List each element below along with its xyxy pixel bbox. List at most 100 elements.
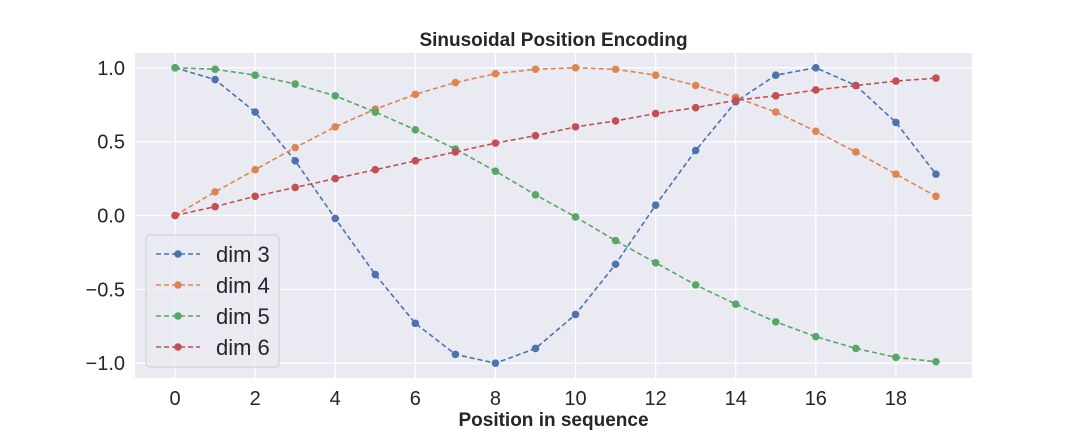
data-point bbox=[771, 92, 780, 100]
data-point bbox=[691, 81, 700, 90]
data-point bbox=[371, 165, 380, 174]
data-point bbox=[371, 270, 380, 279]
data-point bbox=[651, 109, 660, 118]
data-point bbox=[411, 157, 420, 165]
data-point bbox=[291, 80, 299, 88]
data-point bbox=[211, 65, 219, 74]
series-line bbox=[175, 66, 937, 363]
data-point bbox=[932, 170, 940, 178]
x-axis-label: Position in sequence bbox=[458, 410, 648, 431]
data-point bbox=[491, 359, 500, 368]
data-point bbox=[771, 108, 780, 116]
series-dim-4 bbox=[171, 63, 940, 220]
legend-item: dim 4 bbox=[156, 273, 270, 298]
data-point bbox=[611, 117, 620, 125]
data-point bbox=[171, 211, 179, 220]
legend-item: dim 3 bbox=[156, 242, 270, 267]
series-line bbox=[174, 66, 937, 365]
data-point bbox=[371, 108, 380, 116]
x-tick-label: 18 bbox=[885, 388, 907, 410]
series-dim-5 bbox=[171, 63, 940, 366]
x-tick-label: 4 bbox=[330, 388, 341, 410]
y-tick-label: −1.0 bbox=[86, 353, 125, 375]
data-point bbox=[852, 148, 860, 156]
data-point bbox=[211, 202, 219, 211]
legend-marker bbox=[174, 312, 182, 320]
x-tick-label: 10 bbox=[564, 388, 586, 410]
data-point bbox=[651, 71, 660, 79]
x-tick-label: 8 bbox=[490, 388, 501, 410]
series-layer bbox=[171, 63, 940, 368]
x-tick-label: 14 bbox=[725, 388, 747, 410]
x-tick-label: 6 bbox=[410, 388, 421, 410]
series-line bbox=[174, 66, 937, 217]
data-point bbox=[451, 148, 460, 156]
data-point bbox=[291, 183, 299, 192]
data-point bbox=[531, 344, 540, 353]
data-point bbox=[411, 126, 420, 134]
series-dim-6 bbox=[171, 74, 940, 220]
data-point bbox=[771, 71, 780, 79]
data-point bbox=[892, 353, 900, 362]
data-point bbox=[571, 123, 580, 131]
legend: dim 3 dim 4 dim 5 dim 6 bbox=[145, 234, 280, 368]
data-point bbox=[611, 260, 620, 269]
x-tick-label: 16 bbox=[805, 388, 827, 410]
data-point bbox=[611, 65, 620, 74]
data-point bbox=[251, 192, 259, 201]
data-point bbox=[171, 63, 179, 72]
legend-label: dim 3 bbox=[216, 242, 270, 267]
data-point bbox=[291, 157, 299, 165]
data-point bbox=[291, 143, 299, 152]
data-point bbox=[331, 214, 340, 223]
chart-title: Sinusoidal Position Encoding bbox=[419, 30, 687, 51]
data-point bbox=[251, 165, 259, 174]
data-point bbox=[531, 191, 540, 199]
data-point bbox=[812, 63, 820, 72]
data-point bbox=[251, 108, 259, 116]
x-tick-label: 0 bbox=[169, 388, 180, 410]
data-point bbox=[491, 69, 500, 78]
tick-labels: 0 2 4 6 8 10 12 14 16 18 1.0 0.5 0.0 −0.5 −1.0 bbox=[86, 58, 908, 410]
data-point bbox=[852, 344, 860, 353]
y-tick-label: −0.5 bbox=[86, 279, 125, 301]
y-tick-label: 0.0 bbox=[97, 206, 125, 228]
data-point bbox=[691, 281, 700, 289]
data-point bbox=[211, 188, 219, 196]
data-point bbox=[812, 127, 820, 136]
data-point bbox=[531, 65, 540, 74]
data-point bbox=[892, 118, 900, 127]
data-point bbox=[491, 167, 500, 175]
data-point bbox=[491, 139, 500, 147]
legend-item: dim 6 bbox=[156, 335, 270, 360]
data-point bbox=[932, 74, 940, 82]
data-point bbox=[812, 332, 820, 341]
data-point bbox=[571, 63, 580, 72]
data-point bbox=[331, 92, 340, 100]
data-point bbox=[852, 81, 860, 90]
data-point bbox=[251, 71, 259, 79]
data-point bbox=[451, 350, 460, 359]
legend-label: dim 6 bbox=[216, 335, 270, 360]
legend-marker bbox=[174, 343, 182, 351]
data-point bbox=[411, 319, 420, 328]
data-point bbox=[611, 236, 620, 245]
x-tick-label: 2 bbox=[250, 388, 261, 410]
legend-label: dim 5 bbox=[216, 304, 270, 329]
data-point bbox=[731, 300, 740, 308]
data-point bbox=[411, 90, 420, 99]
y-tick-label: 1.0 bbox=[97, 58, 125, 80]
data-point bbox=[771, 318, 780, 326]
y-tick-label: 0.5 bbox=[97, 132, 125, 154]
grid bbox=[135, 53, 972, 378]
data-point bbox=[812, 86, 820, 94]
data-point bbox=[571, 213, 580, 221]
data-point bbox=[691, 103, 700, 112]
data-point bbox=[211, 75, 219, 84]
x-tick-label: 12 bbox=[644, 388, 666, 410]
legend-marker bbox=[174, 250, 182, 258]
data-point bbox=[331, 174, 340, 183]
data-point bbox=[892, 77, 900, 85]
